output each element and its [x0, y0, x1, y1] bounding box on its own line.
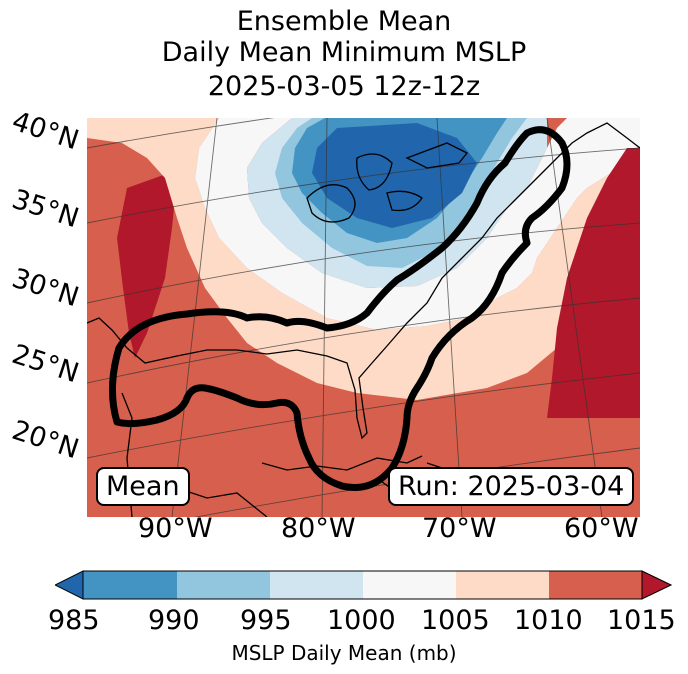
- colorbar-swatch-3: [270, 571, 363, 599]
- colorbar-swatch-5: [456, 571, 549, 599]
- colorbar-swatch-1: [83, 571, 177, 599]
- field-1015-west: [117, 173, 177, 358]
- field-1000-1005: [195, 118, 640, 330]
- colorbar-tick-990: 990: [148, 605, 200, 636]
- run-label-box: Run: 2025-03-04: [388, 467, 635, 506]
- colorbar-extend-low: [55, 570, 84, 600]
- colorbar-label: MSLP Daily Mean (mb): [231, 641, 457, 665]
- mean-label-box: Mean: [96, 467, 190, 506]
- colorbar-tick-1005: 1005: [421, 605, 490, 636]
- lat-label-30: 30°N: [8, 262, 83, 314]
- colorbar-tick-985: 985: [48, 605, 100, 636]
- map-panel: [87, 118, 640, 517]
- title-line-3: 2025-03-05 12z-12z: [207, 71, 481, 102]
- colorbar-tick-1000: 1000: [327, 605, 396, 636]
- lon-label-80: 80°W: [281, 513, 356, 544]
- colorbar-swatch-6: [549, 571, 642, 599]
- title-line-1: Ensemble Mean: [236, 6, 452, 37]
- graticule: [87, 118, 640, 517]
- lat-label-35: 35°N: [8, 183, 83, 235]
- colorbar-swatch-4: [363, 571, 456, 599]
- colorbar-tick-995: 995: [240, 605, 292, 636]
- lat-label-40: 40°N: [8, 105, 83, 157]
- field-1010-east-lower: [542, 418, 640, 448]
- field-1010-west-strip: [87, 118, 97, 517]
- colorbar-tick-1010: 1010: [514, 605, 583, 636]
- colorbar-tick-1015: 1015: [607, 605, 676, 636]
- lon-label-60: 60°W: [564, 513, 639, 544]
- lon-label-90: 90°W: [138, 513, 213, 544]
- lon-label-70: 70°W: [422, 513, 497, 544]
- lat-label-20: 20°N: [8, 414, 83, 466]
- field-below-985: [312, 123, 477, 228]
- colorbar-swatch-2: [177, 571, 270, 599]
- lat-label-25: 25°N: [8, 338, 83, 390]
- field-1015-east: [547, 148, 640, 418]
- field-1005-1010: [87, 118, 640, 400]
- colorbar-extend-high: [641, 570, 672, 600]
- contour-outline: [108, 126, 571, 491]
- title-line-2: Daily Mean Minimum MSLP: [161, 37, 527, 68]
- colorbar: [55, 570, 672, 600]
